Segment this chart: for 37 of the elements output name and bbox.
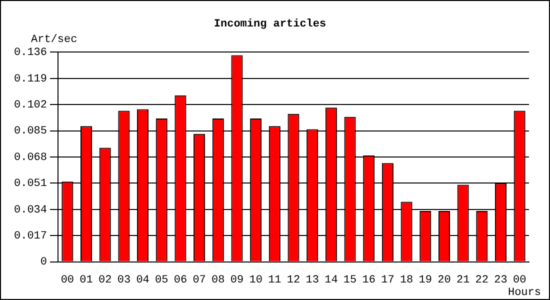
- y-axis-title: Art/sec: [31, 34, 78, 46]
- x-tick-label: 13: [306, 274, 319, 286]
- y-tick-label: 0: [40, 256, 48, 269]
- x-tick-label: 02: [98, 274, 112, 286]
- y-tick-label: 0.085: [14, 126, 48, 138]
- x-tick-label: 00: [512, 274, 526, 286]
- y-tick-label: 0.119: [14, 73, 48, 86]
- y-tick-label: 0.051: [14, 178, 48, 190]
- x-tick-label: 11: [268, 274, 282, 286]
- y-tick-label: 0.102: [14, 100, 48, 112]
- x-tick-label: 12: [286, 274, 300, 286]
- x-axis-title: Hours: [508, 286, 541, 299]
- chart-title: Incoming articles: [214, 18, 326, 30]
- x-tick-label: 07: [192, 274, 206, 286]
- x-tick-label: 15: [343, 274, 357, 286]
- x-tick-label: 03: [117, 274, 131, 286]
- x-tick-label: 16: [362, 274, 376, 286]
- x-tick-label: 08: [212, 274, 225, 286]
- y-tick-label: 0.017: [14, 230, 48, 243]
- y-tick-label: 0.034: [14, 204, 48, 216]
- x-tick-label: 01: [80, 274, 94, 286]
- x-tick-label: 23: [494, 274, 508, 286]
- x-tick-label: 00: [60, 274, 74, 286]
- x-tick-label: 17: [381, 274, 394, 286]
- x-tick-label: 05: [155, 274, 168, 286]
- x-tick-label: 19: [418, 274, 432, 286]
- x-tick-label: 06: [174, 274, 188, 286]
- x-tick-label: 21: [456, 274, 470, 286]
- x-tick-label: 04: [136, 274, 150, 286]
- y-tick-label: 0.136: [14, 47, 48, 60]
- x-tick-label: 20: [438, 274, 451, 286]
- x-tick-label: 09: [230, 274, 244, 286]
- x-tick-label: 22: [475, 274, 488, 286]
- y-tick-label: 0.068: [14, 152, 48, 164]
- x-tick-label: 10: [249, 274, 262, 286]
- x-tick-label: 18: [400, 274, 414, 286]
- x-tick-label: 14: [324, 274, 338, 286]
